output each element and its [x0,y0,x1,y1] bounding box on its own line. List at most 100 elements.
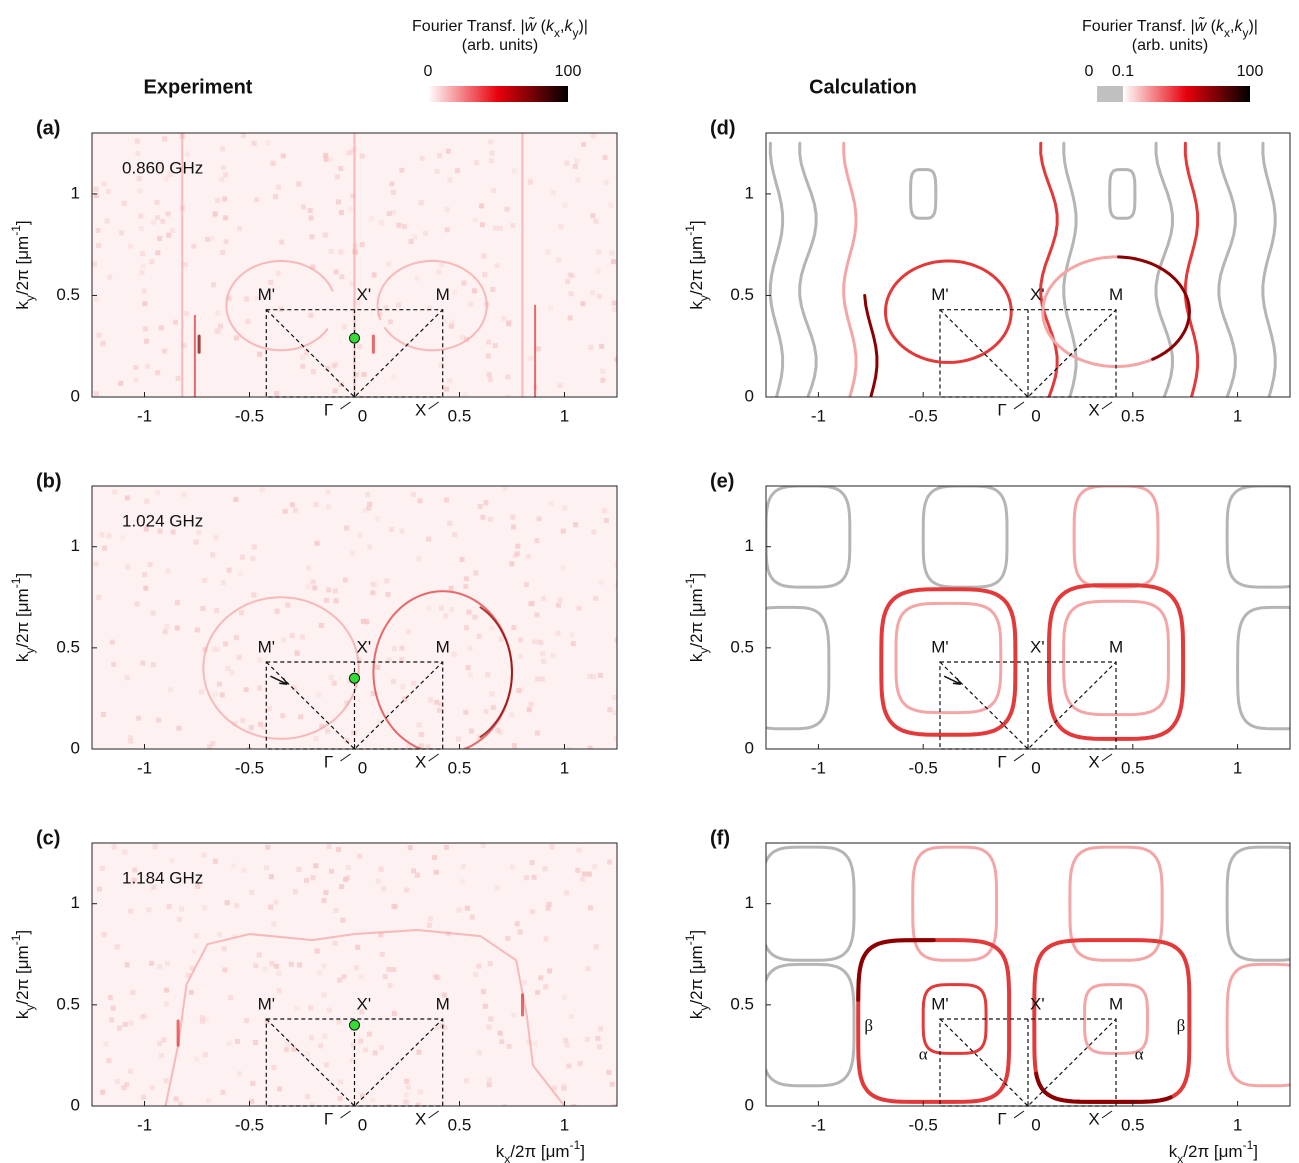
noise-pixel [449,324,454,329]
noise-pixel [423,231,428,236]
colorbar-title-part: )| [578,18,587,35]
noise-pixel [367,1032,372,1037]
noise-pixel [136,716,141,721]
noise-pixel [217,682,222,687]
noise-pixel [383,974,388,979]
noise-pixel [518,637,523,642]
noise-pixel [608,203,613,208]
noise-pixel [338,249,343,254]
noise-pixel [434,870,439,875]
noise-pixel [474,160,479,165]
noise-pixel [175,625,180,630]
x-tick-label: 1 [560,758,569,777]
noise-pixel [507,1044,512,1049]
noise-pixel [300,635,305,640]
noise-pixel [326,844,331,849]
label-leader [429,754,439,761]
noise-pixel [176,726,181,731]
noise-pixel [319,623,324,628]
noise-pixel [577,847,582,852]
y-tick-label: 1 [745,893,754,912]
noise-pixel [296,182,301,187]
noise-pixel [358,533,363,538]
noise-pixel [449,607,454,612]
noise-pixel [292,1047,297,1052]
noise-pixel [512,743,517,748]
noise-pixel [149,259,154,264]
noise-pixel [357,854,362,859]
noise-pixel [412,234,417,239]
noise-pixel [234,635,239,640]
colorbar-title-part: Fourier Transf. | [412,18,525,35]
noise-pixel [326,587,331,592]
noise-pixel [185,152,190,157]
noise-pixel [272,1065,277,1070]
noise-pixel [160,219,165,224]
noise-pixel [334,362,339,367]
x-axis-label-part: ] [580,1142,585,1161]
noise-pixel [486,1024,491,1029]
noise-pixel [466,610,471,615]
x-axis-label: kx/2π [μm-1] [1169,1138,1258,1163]
noise-pixel [384,578,389,583]
noise-pixel [212,646,217,651]
noise-pixel [396,223,401,228]
y-tick-label: 0 [71,738,80,757]
noise-pixel [468,672,473,677]
noise-pixel [239,610,244,615]
noise-pixel [101,712,106,717]
y-axis-label-part: -1 [9,577,23,588]
colorbar-tick-label: 0 [424,63,433,80]
noise-pixel [556,257,561,262]
noise-pixel [391,374,396,379]
noise-pixel [575,177,580,182]
noise-pixel [266,140,271,145]
noise-pixel [463,584,468,589]
noise-pixel [376,879,381,884]
noise-pixel [326,489,331,494]
noise-pixel [406,1085,411,1090]
noise-pixel [125,495,130,500]
noise-pixel [481,253,486,258]
noise-pixel [392,1011,397,1016]
noise-pixel [336,1019,341,1024]
y-axis-label-part: -1 [9,225,23,236]
label-leader [341,1111,351,1118]
noise-pixel [141,264,146,269]
plot-background [766,133,1290,397]
noise-pixel [164,988,169,993]
noise-pixel [435,975,440,980]
noise-pixel [293,508,298,513]
y-axis-label-part: /2π [μm [687,236,706,295]
noise-pixel [386,262,391,267]
symmetry-point: Γ [997,752,1006,771]
y-tick-label: 0.5 [730,994,754,1013]
noise-pixel [363,1048,368,1053]
noise-pixel [310,875,315,880]
noise-pixel [297,962,302,967]
noise-pixel [360,242,365,247]
noise-pixel [227,1041,232,1046]
noise-pixel [477,634,482,639]
noise-pixel [365,492,370,497]
noise-pixel [443,613,448,618]
noise-pixel [392,646,397,651]
noise-pixel [487,372,492,377]
noise-pixel [612,301,617,306]
x-tick-label: 0 [358,1115,367,1134]
noise-pixel [404,888,409,893]
noise-pixel [166,233,171,238]
noise-pixel [100,532,105,537]
noise-pixel [322,898,327,903]
x-axis-label-part: /2π [μm [1183,1142,1242,1161]
x-tick-label: -1 [137,1115,152,1134]
noise-pixel [335,174,340,179]
noise-pixel [485,672,490,677]
noise-pixel [498,1031,503,1036]
noise-pixel [267,706,272,711]
noise-pixel [540,677,545,682]
noise-pixel [416,556,421,561]
noise-pixel [209,236,214,241]
noise-pixel [565,161,570,166]
y-axis-label: ky/2π [μm-1] [9,573,37,662]
